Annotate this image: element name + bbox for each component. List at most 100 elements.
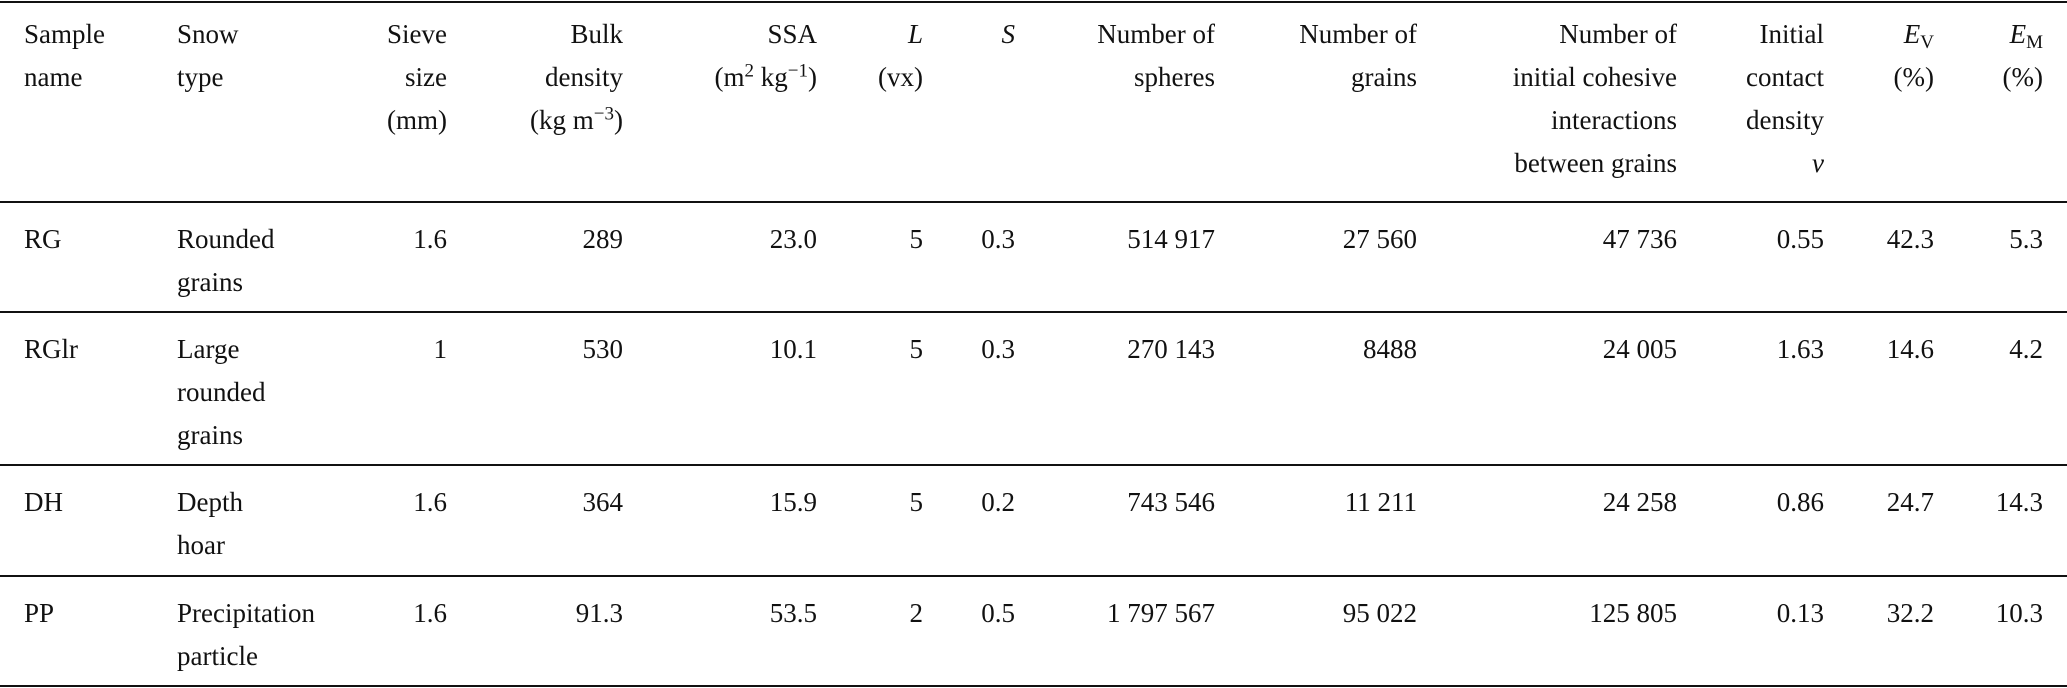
text: 11 211 <box>1344 487 1417 517</box>
table-cell: 0.5 <box>981 592 1015 635</box>
text: Precipitation <box>177 598 315 628</box>
text: 4.2 <box>2009 334 2043 364</box>
text: Depth <box>177 487 243 517</box>
table-cell: 1.6 <box>413 218 447 261</box>
text: 5 <box>909 487 924 517</box>
text: 2 <box>909 598 924 628</box>
text: (vx) <box>878 62 923 92</box>
text: 1.63 <box>1776 334 1824 364</box>
text: PP <box>24 598 55 628</box>
bottom-rule <box>0 685 2067 687</box>
table-cell: 14.3 <box>1996 481 2043 524</box>
text: 289 <box>582 224 624 254</box>
header-cell: L (vx) <box>878 13 923 99</box>
text: 10.1 <box>769 334 817 364</box>
row-rule <box>0 464 2067 466</box>
text: ) <box>614 105 623 135</box>
text: (%) <box>1893 62 1934 92</box>
text: 1.6 <box>413 224 447 254</box>
text: ν <box>1812 148 1824 178</box>
text: V <box>1920 31 1934 53</box>
text: grains <box>1351 62 1417 92</box>
text: 0.86 <box>1776 487 1824 517</box>
text: 530 <box>582 334 624 364</box>
header-cell: Number of spheres <box>1097 13 1215 99</box>
text: grains <box>177 420 243 450</box>
text: 0.55 <box>1776 224 1824 254</box>
table-cell: 0.13 <box>1777 592 1824 635</box>
text: RG <box>24 224 62 254</box>
text: 1 <box>433 334 448 364</box>
table-cell: 1 <box>434 328 448 371</box>
text: between grains <box>1514 148 1677 178</box>
table-cell: Depth hoar <box>177 481 243 567</box>
table-cell: 289 <box>583 218 624 261</box>
header-cell: SSA (m2 kg−1) <box>715 13 817 99</box>
table-cell: PP <box>24 592 54 635</box>
text: DH <box>24 487 63 517</box>
table-cell: 364 <box>583 481 624 524</box>
table-cell: 743 546 <box>1127 481 1215 524</box>
table-cell: RGlr <box>24 328 78 371</box>
text: 1 797 567 <box>1107 598 1215 628</box>
text: 125 805 <box>1589 598 1677 628</box>
table-cell: 42.3 <box>1887 218 1934 261</box>
table-cell: 270 143 <box>1127 328 1215 371</box>
table-cell: Rounded grains <box>177 218 275 304</box>
text: E <box>2009 19 2027 49</box>
table-cell: 530 <box>583 328 624 371</box>
text: 8488 <box>1363 334 1417 364</box>
table-cell: 24.7 <box>1887 481 1934 524</box>
text: name <box>24 62 83 92</box>
text: 364 <box>582 487 624 517</box>
header-cell: Snow type <box>177 13 239 99</box>
table-cell: 91.3 <box>576 592 623 635</box>
header-cell: Initial contact density ν <box>1746 13 1824 185</box>
table-cell: 47 736 <box>1603 218 1677 261</box>
text: Number of <box>1559 19 1677 49</box>
text: 0.3 <box>981 224 1015 254</box>
text: 10.3 <box>1995 598 2043 628</box>
text: Initial <box>1759 19 1824 49</box>
text: interactions <box>1551 105 1677 135</box>
text: 23.0 <box>769 224 817 254</box>
text: Number of <box>1097 19 1215 49</box>
text: 1.6 <box>413 598 447 628</box>
text: 14.6 <box>1886 334 1934 364</box>
table-cell: 5.3 <box>2009 218 2043 261</box>
text: 47 736 <box>1602 224 1677 254</box>
table-cell: DH <box>24 481 63 524</box>
table-cell: 5 <box>910 328 924 371</box>
text: L <box>907 19 923 49</box>
text: 5 <box>909 224 924 254</box>
text: 91.3 <box>575 598 623 628</box>
table-cell: 8488 <box>1363 328 1417 371</box>
text: (mm) <box>387 105 447 135</box>
row-rule <box>0 311 2067 313</box>
text: −1 <box>787 60 808 82</box>
text: Large <box>177 334 240 364</box>
text: 0.2 <box>981 487 1015 517</box>
table-cell: 1.63 <box>1777 328 1824 371</box>
text: (kg m <box>530 105 594 135</box>
table-cell: 95 022 <box>1343 592 1417 635</box>
row-rule <box>0 575 2067 577</box>
table-cell: 15.9 <box>770 481 817 524</box>
text: 24.7 <box>1886 487 1934 517</box>
text: rounded <box>177 377 266 407</box>
text: particle <box>177 641 258 671</box>
text: 42.3 <box>1886 224 1934 254</box>
table-cell: 0.3 <box>981 218 1015 261</box>
table-cell: 125 805 <box>1589 592 1677 635</box>
text: Bulk <box>570 19 623 49</box>
text: −3 <box>593 103 614 125</box>
text: Sample <box>24 19 105 49</box>
table-cell: 0.55 <box>1777 218 1824 261</box>
text: 32.2 <box>1886 598 1934 628</box>
header-rule <box>0 201 2067 203</box>
text: 2 <box>744 60 755 82</box>
header-cell: Sieve size (mm) <box>387 13 447 142</box>
text: kg <box>754 62 788 92</box>
header-cell: Number of grains <box>1299 13 1417 99</box>
